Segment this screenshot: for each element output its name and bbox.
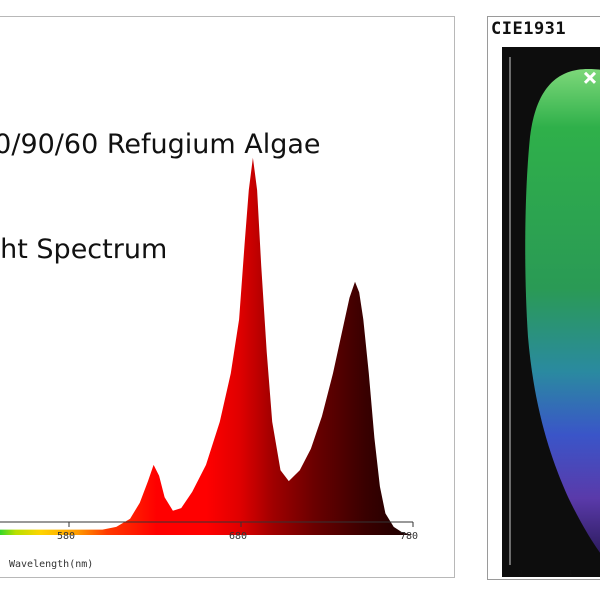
chart-title: 20/90/60 Refugium Algae ght Spectrum: [0, 57, 343, 337]
cie-white-point-marker: [583, 71, 597, 84]
x-axis-title: Wavelength(nm): [9, 559, 93, 570]
chart-title-line: 20/90/60 Refugium Algae: [0, 129, 321, 160]
cie-x-tick-label: .1: [566, 569, 573, 577]
cie-y-tick-label: .1: [494, 475, 501, 483]
spectrum-area: [0, 157, 413, 535]
chart-title-line: ght Spectrum: [0, 234, 168, 265]
cie-y-tick-label: .8: [494, 83, 501, 91]
cie-y-tick-label: .4: [494, 307, 501, 315]
cie1931-diagram: y .8 .7 .6 .5 .4 .3 .2 .1 0 .1: [494, 57, 600, 577]
cie-y-tick-label: .3: [494, 363, 501, 371]
cie1931-title: CIE1931: [491, 19, 567, 39]
cie-y-tick-label: .7: [494, 139, 501, 147]
cie-y-axis-label: y: [494, 57, 498, 65]
x-tick-label: 580: [57, 531, 75, 542]
x-tick-label: 780: [400, 531, 418, 542]
cie-gamut-shape: [525, 69, 600, 553]
cie-x-tick-label: 0: [518, 569, 522, 577]
spectrum-chart: 580 680 780 Wavelength(nm): [0, 157, 418, 570]
x-tick-label: 680: [229, 531, 247, 542]
cie-y-tick-label: .5: [494, 251, 501, 259]
cie-y-tick-label: .2: [494, 419, 501, 427]
spectrum-chart-panel: 580 680 780 Wavelength(nm) 20/90/60 Refu…: [0, 16, 455, 578]
cie1931-panel: CIE1931 y .8 .7 .6 .5 .4 .3 .2 .1 0 .1: [487, 16, 600, 580]
cie-y-tick-label: .6: [494, 195, 501, 203]
